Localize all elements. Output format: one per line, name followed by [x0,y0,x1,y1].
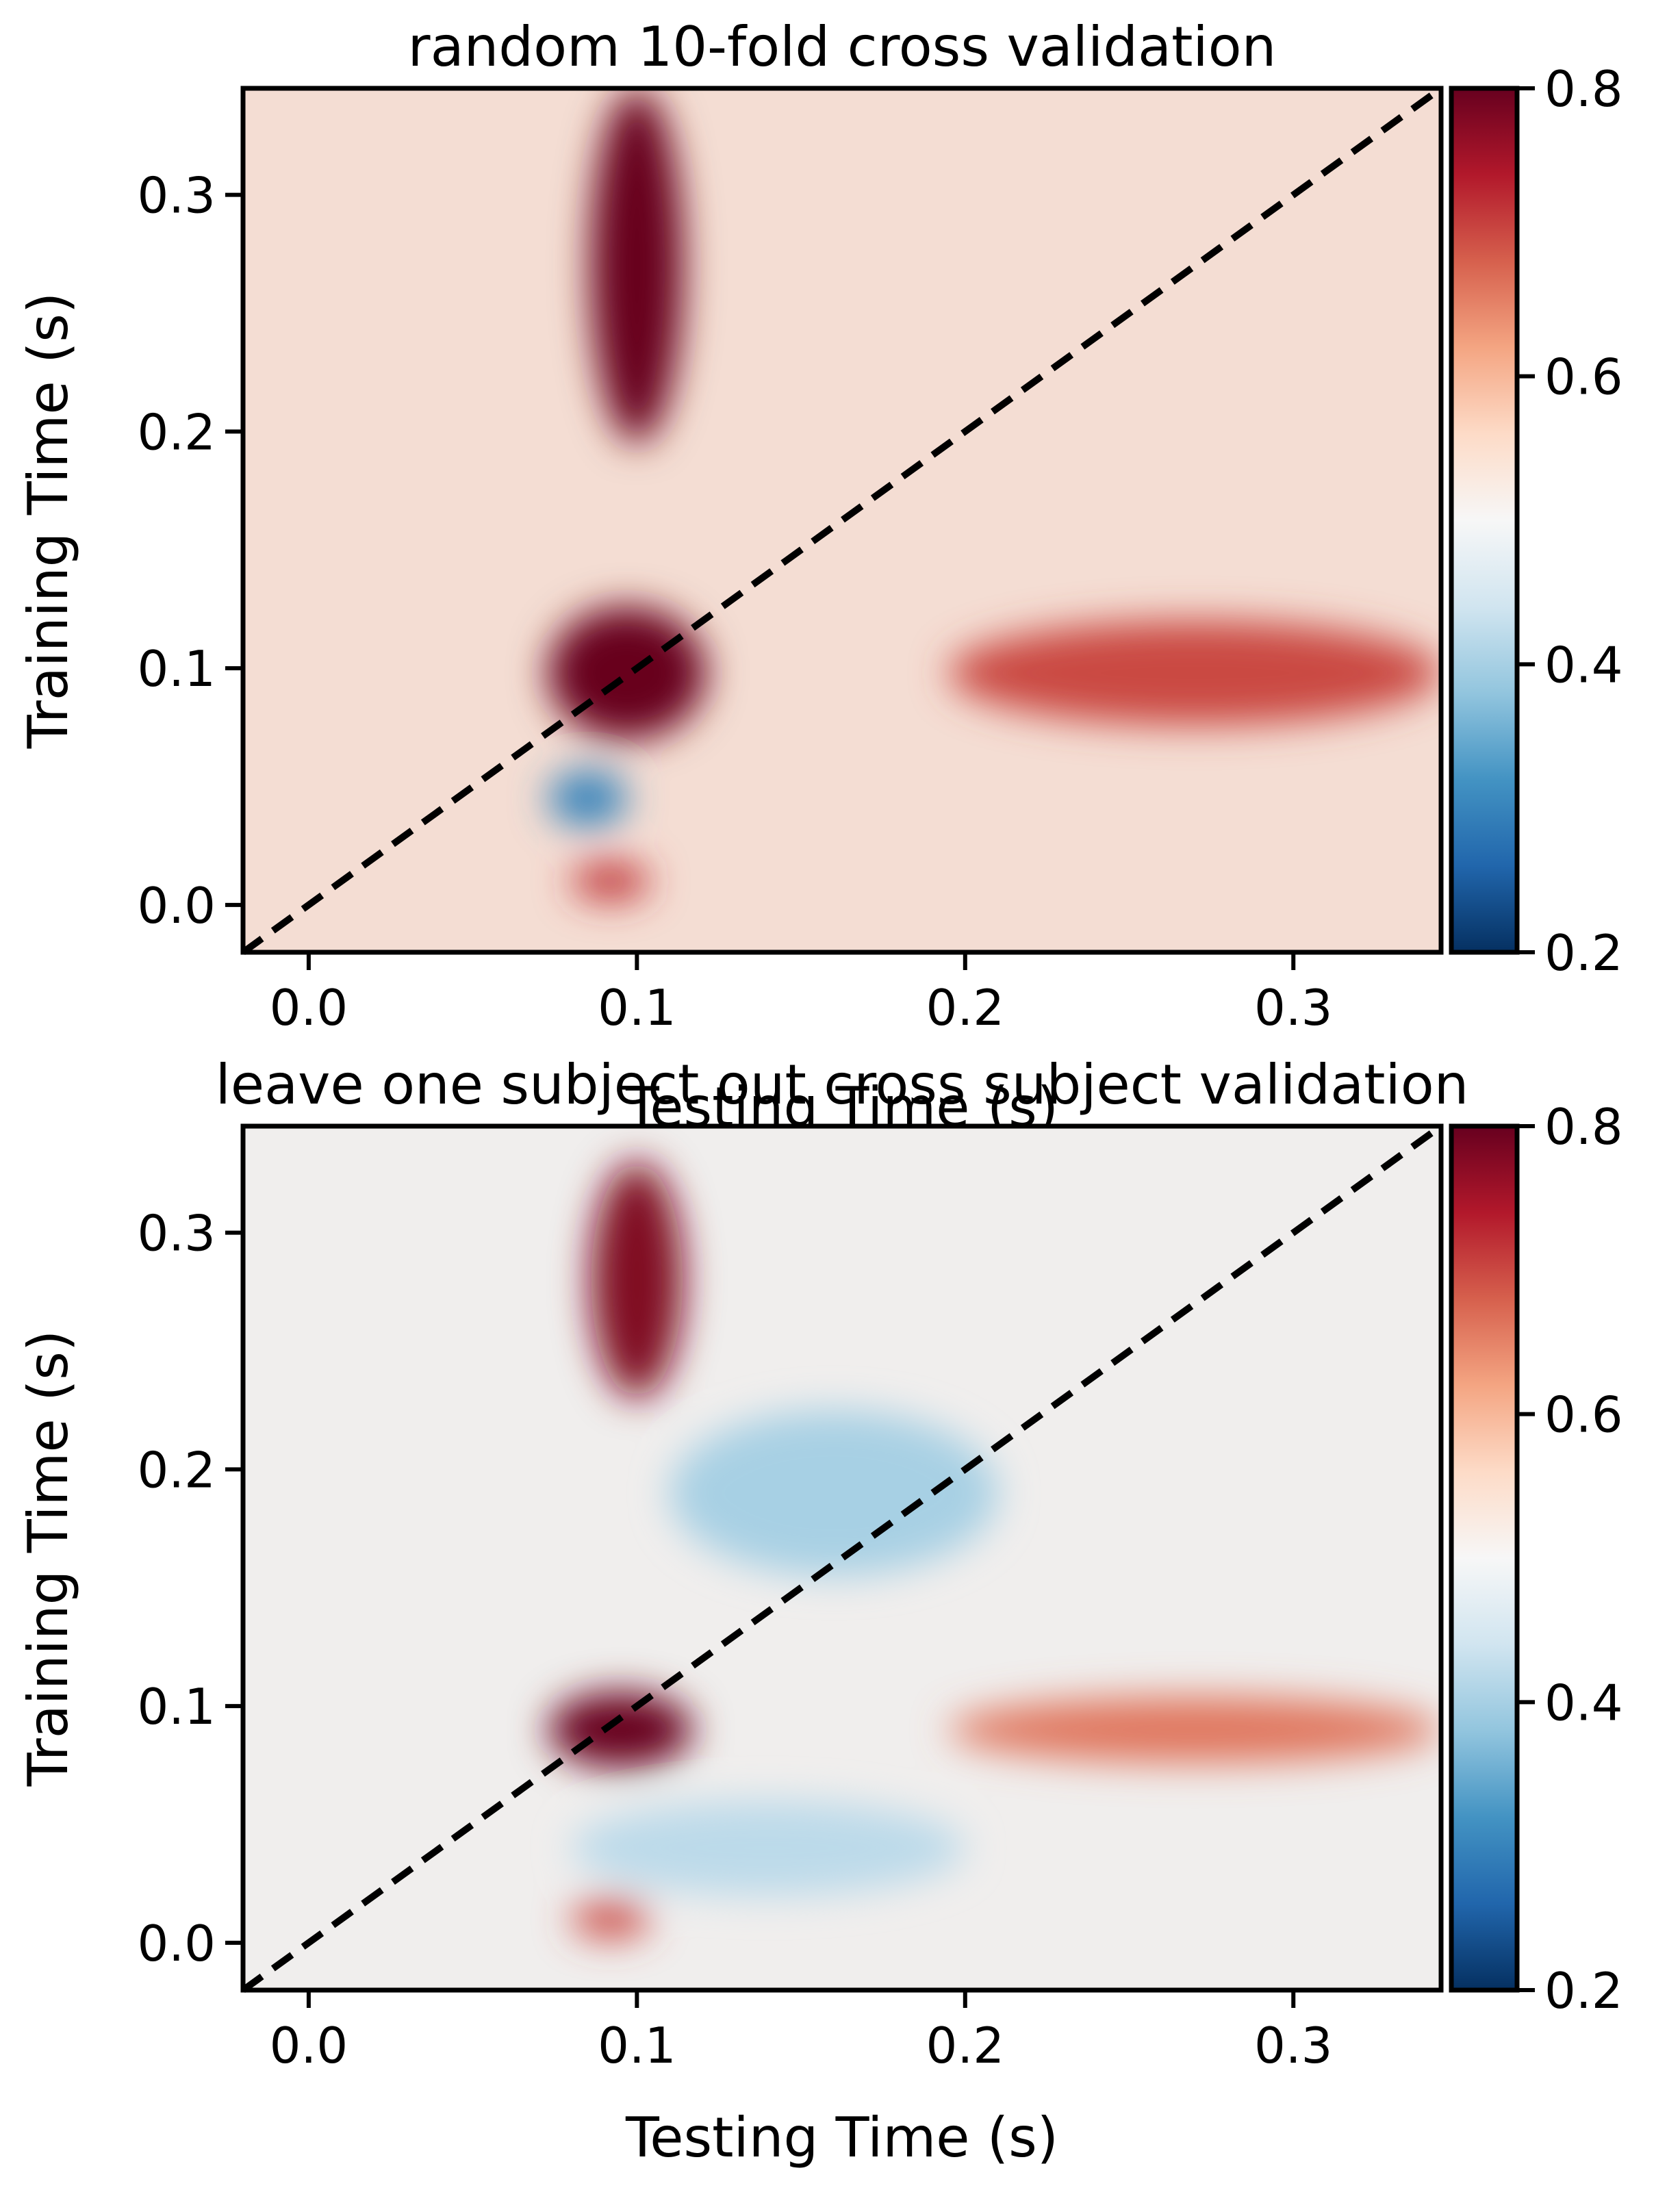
colorbar-tick-label: 0.4 [1544,1674,1623,1731]
colorbar-tick-label: 0.2 [1544,1962,1623,2020]
y-axis-label: Training Time (s) [16,1330,80,1787]
y-axis-ticks: 0.0 0.1 0.2 0.3 [137,167,243,934]
diagonal-line [241,85,1443,956]
heatmap-region [948,1696,1441,1764]
y-tick-label: 0.2 [137,403,216,461]
heatmap-panel-top: random 10-fold cross validation 0.0 0.1 0.… [16,15,1623,1139]
x-tick-label: 0.2 [926,979,1005,1036]
x-axis-ticks: 0.0 0.1 0.2 0.3 [270,952,1333,1036]
x-tick-label: 0.1 [598,2017,676,2074]
heatmap-region [548,769,627,827]
heatmap-region [591,88,683,444]
colorbar-tick-label: 0.2 [1544,924,1623,982]
colorbar-ticks: 0.2 0.4 0.6 0.8 [1517,1098,1623,2020]
y-tick-label: 0.1 [137,1678,216,1735]
y-tick-label: 0.2 [137,1441,216,1499]
colorbar-gradient [1449,1123,1520,1993]
colorbar-tick-label: 0.6 [1544,348,1623,406]
colorbar-gradient [1449,86,1520,955]
heatmap-regions [548,88,1441,900]
y-axis-ticks: 0.0 0.1 0.2 0.3 [137,1205,243,1972]
diagonal-line [241,1123,1443,1994]
x-tick-label: 0.0 [270,2017,348,2074]
plot-frame [240,1123,1444,1993]
heatmap-region [670,1410,998,1576]
y-tick-label: 0.3 [137,1205,216,1262]
chart-title: random 10-fold cross validation [408,15,1277,79]
heatmap-region [571,1900,650,1938]
y-tick-label: 0.0 [137,877,216,934]
heatmap-region [571,1800,965,1896]
colorbar-tick-label: 0.6 [1544,1386,1623,1444]
colorbar-ticks: 0.2 0.4 0.6 0.8 [1517,60,1623,982]
x-axis-label: Testing Time (s) [625,2106,1058,2169]
plot-frame [240,86,1444,955]
x-tick-label: 0.2 [926,2017,1005,2074]
colorbar: 0.2 0.4 0.6 0.8 [1449,1098,1623,2020]
x-tick-label: 0.1 [598,979,676,1036]
heatmap-cells [243,1126,1441,1990]
colorbar-tick-label: 0.8 [1544,60,1623,118]
x-tick-label: 0.3 [1254,2017,1333,2074]
colorbar-tick-label: 0.8 [1544,1098,1623,1156]
heatmap-region [548,607,707,739]
colorbar-tick-label: 0.4 [1544,636,1623,693]
x-tick-label: 0.3 [1254,979,1333,1036]
x-axis-ticks: 0.0 0.1 0.2 0.3 [270,1990,1333,2074]
y-tick-label: 0.3 [137,167,216,225]
x-tick-label: 0.0 [270,979,348,1036]
colorbar: 0.2 0.4 0.6 0.8 [1449,60,1623,982]
heatmap-region [571,862,650,900]
y-tick-label: 0.0 [137,1915,216,1972]
chart-title: leave one subject out cross subject vali… [216,1053,1469,1117]
heatmap-region [548,1692,693,1768]
y-axis-label: Training Time (s) [16,292,80,749]
heatmap-region [591,1161,683,1399]
heatmap-region [948,620,1441,726]
heatmap-panel-bottom: 0.0 0.1 0.2 0.3 0.0 0.1 0.2 0.3 Testing Time (… [16,1053,1623,2169]
y-tick-label: 0.1 [137,640,216,698]
heatmap-regions [548,1161,1441,1938]
